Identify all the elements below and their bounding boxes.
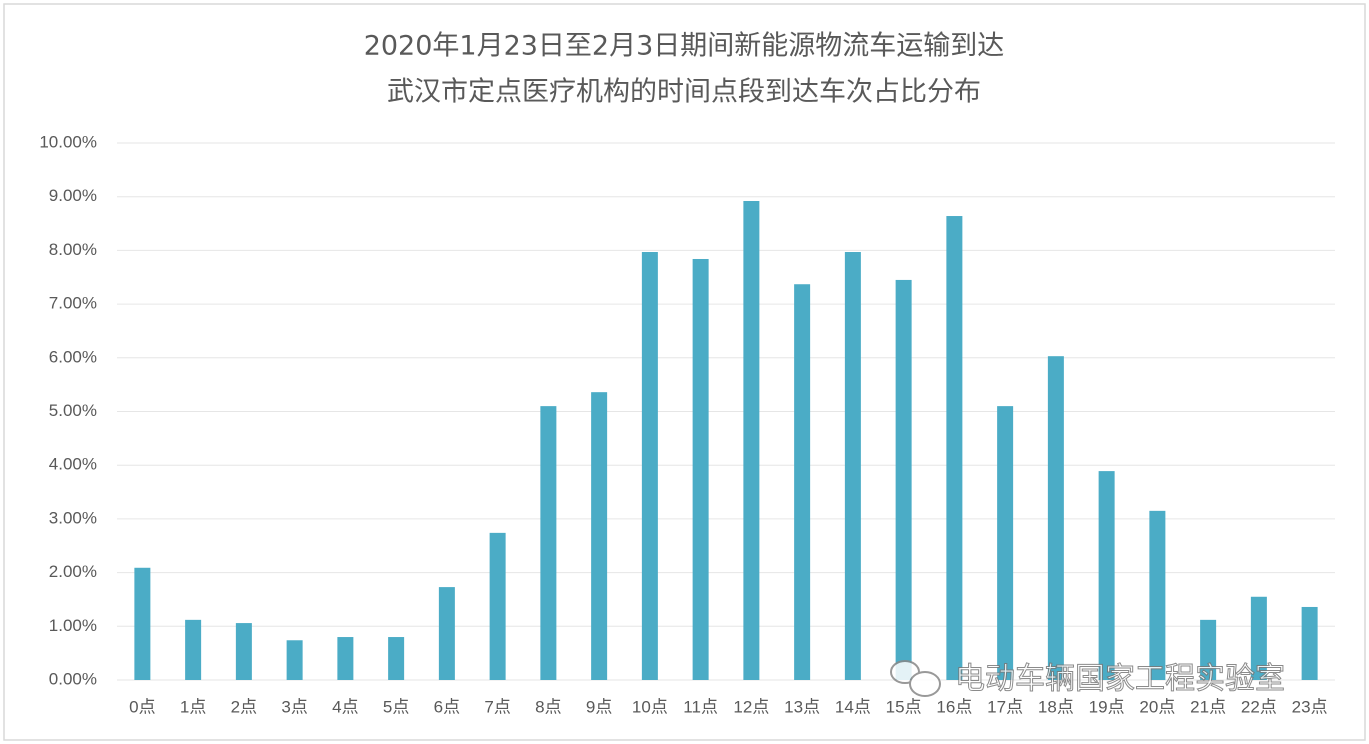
x-tick-label: 23点 (1292, 697, 1328, 716)
bar (1047, 356, 1064, 680)
x-tick-label: 20点 (1139, 697, 1175, 716)
x-tick-label: 6点 (434, 697, 460, 716)
x-tick-label: 2点 (231, 697, 257, 716)
x-tick-label: 5点 (383, 697, 409, 716)
bar (946, 216, 963, 681)
y-tick-label: 3.00% (49, 508, 97, 527)
x-tick-label: 4点 (332, 697, 358, 716)
x-tick-label: 0点 (129, 697, 155, 716)
x-tick-label: 19点 (1089, 697, 1125, 716)
y-tick-label: 7.00% (49, 294, 97, 313)
x-tick-label: 3点 (281, 697, 307, 716)
bar (540, 406, 557, 680)
bar (286, 640, 303, 680)
bar (1149, 510, 1166, 680)
bar (489, 532, 506, 680)
chart-title: 2020年1月23日至2月3日期间新能源物流车运输到达 (364, 31, 1005, 62)
bar (692, 258, 709, 680)
x-tick-label: 10点 (632, 697, 668, 716)
bar (134, 567, 151, 680)
y-tick-label: 1.00% (49, 616, 97, 635)
bar (844, 252, 861, 681)
chart-frame (3, 3, 1366, 741)
bar (388, 637, 405, 680)
x-tick-label: 18点 (1038, 697, 1074, 716)
chart-title: 武汉市定点医疗机构的时间点段到达车次占比分布 (387, 77, 981, 108)
bar (997, 406, 1014, 680)
y-tick-label: 5.00% (49, 401, 97, 420)
bar (1301, 606, 1318, 680)
x-tick-label: 8点 (535, 697, 561, 716)
plot-area: 0.00% 1.00% 2.00% 3.00% 4.00% 5.00% 6.00% 7.00%… (39, 132, 1335, 716)
bar (337, 637, 354, 680)
x-tick-label: 7点 (484, 697, 510, 716)
y-tick-label: 4.00% (49, 455, 97, 474)
y-tick-label: 6.00% (49, 347, 97, 366)
watermark-group: 电动车辆国家工程实验室 (890, 660, 1286, 697)
x-tick-label: 16点 (936, 697, 972, 716)
y-tick-label: 10.00% (39, 132, 97, 151)
x-tick-label: 14点 (835, 697, 871, 716)
bar (641, 252, 658, 681)
bar (235, 623, 252, 680)
x-tick-label: 9点 (586, 697, 612, 716)
bar (895, 279, 912, 680)
bar (743, 200, 760, 680)
x-tick-label: 15点 (886, 697, 922, 716)
x-tick-label: 17点 (987, 697, 1023, 716)
x-tick-label: 22点 (1241, 697, 1277, 716)
watermark: 电动车辆国家工程实验室 (955, 662, 1285, 697)
y-tick-label: 8.00% (49, 240, 97, 259)
y-tick-label: 2.00% (49, 562, 97, 581)
bar (1200, 619, 1217, 680)
bar (185, 619, 202, 680)
bar (438, 587, 455, 680)
bar (1250, 596, 1267, 680)
x-tick-label: 11点 (683, 697, 718, 716)
x-tick-label: 21点 (1190, 697, 1226, 716)
x-tick-label: 12点 (733, 697, 769, 716)
y-tick-label: 0.00% (49, 669, 97, 688)
y-tick-label: 9.00% (49, 186, 97, 205)
bar (1098, 471, 1115, 680)
x-tick-label: 13点 (784, 697, 820, 716)
bar (794, 284, 811, 680)
bar (591, 392, 608, 680)
watermark-icon (909, 671, 941, 697)
x-tick-label: 1点 (180, 697, 206, 716)
